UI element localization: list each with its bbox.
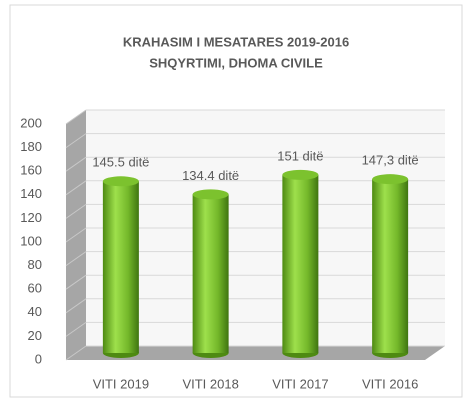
y-tick-label: 40 [28,304,42,319]
bar-top [372,174,409,185]
bar [102,181,139,353]
y-tick-label: 60 [28,281,42,296]
grid-line [65,203,87,219]
grid-line [65,298,87,314]
grid-line [65,156,87,172]
x-tick-label: VITI 2017 [272,376,328,391]
bar-top [282,169,319,180]
data-label: 147,3 ditë [362,153,419,168]
y-tick-label: 0 [35,351,42,366]
y-tick-label: 80 [28,257,42,272]
bar [372,179,409,353]
grid-line [65,109,87,125]
grid-line [65,274,87,290]
chart-subtitle: SHQYRTIMI, DHOMA CIVILE [149,55,323,70]
x-tick-label: VITI 2018 [182,376,238,391]
y-tick-label: 160 [20,163,42,178]
bar [192,194,229,353]
bar [282,174,319,353]
data-label: 151 ditë [277,148,323,163]
y-tick-label: 140 [20,186,42,201]
y-tick-label: 100 [20,233,42,248]
floor [66,346,445,360]
grid-line [65,180,87,196]
grid-line [65,227,87,243]
y-tick-label: 200 [20,115,42,130]
grid-line [65,133,87,149]
grid-line [65,345,87,361]
y-tick-label: 20 [28,328,42,343]
grid-line [65,321,87,337]
grid-line [65,251,87,267]
y-tick-label: 180 [20,139,42,154]
x-tick-label: VITI 2016 [362,376,418,391]
chart-title: KRAHASIM I MESATARES 2019-2016 [123,34,349,49]
bar-top [102,176,139,187]
data-label: 145.5 ditë [92,155,149,170]
data-label: 134.4 ditë [182,168,239,183]
x-tick-label: VITI 2019 [93,376,149,391]
y-tick-label: 120 [20,210,42,225]
bar-top [192,189,229,200]
